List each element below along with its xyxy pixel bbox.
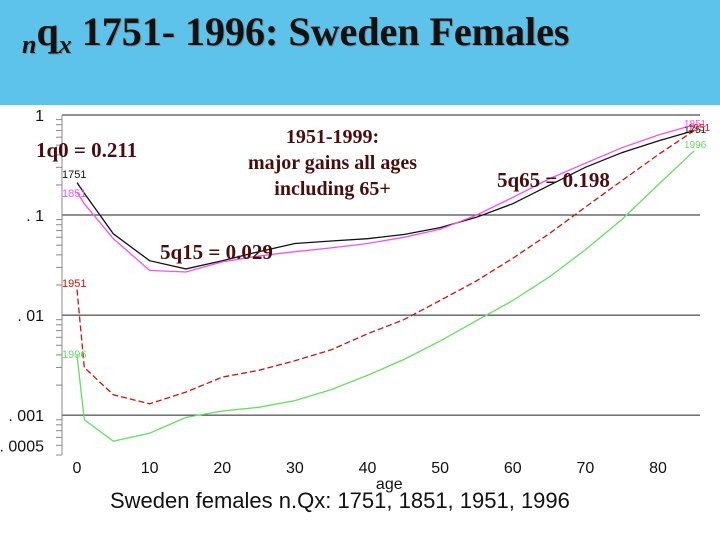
annotation-age65-mortality: 5q65 = 0.198 — [497, 168, 610, 192]
series-line-1751 — [76, 129, 695, 270]
x-tick-label: 70 — [576, 460, 594, 477]
y-tick-label: 1 — [35, 108, 44, 125]
chart-caption: Sweden females n.Qx: 1751, 1851, 1951, 1… — [110, 488, 570, 513]
x-tick-label: 20 — [213, 460, 231, 477]
x-tick-label: 80 — [649, 460, 667, 477]
grid-layer — [62, 114, 700, 416]
annotation-note: 1951-1999: major gains all ages includin… — [220, 124, 445, 202]
x-tick-label: 30 — [286, 460, 304, 477]
x-tick-label: 50 — [431, 460, 449, 477]
y-tick-label: . 1 — [26, 208, 44, 225]
x-tick-label: 60 — [504, 460, 522, 477]
y-tick-label: . 001 — [8, 408, 44, 425]
y-tick-label: . 0005 — [0, 438, 44, 455]
y-tick-label: . 01 — [17, 308, 44, 325]
x-tick-label: 0 — [73, 460, 82, 477]
annotation-age15-mortality: 5q15 = 0.029 — [160, 240, 273, 264]
series-layer — [76, 124, 695, 442]
series-label-right-1851: 1851 — [684, 119, 707, 130]
series-label-right-1751: 1751 — [684, 125, 707, 136]
note-line-3: including 65+ — [274, 178, 391, 200]
annotation-infant-mortality: 1q0 = 0.211 — [36, 138, 138, 162]
title-subscript-x: x — [58, 30, 72, 59]
series-label-right-1951: 1951 — [688, 123, 711, 134]
series-label-right-1996: 1996 — [684, 140, 707, 151]
axis-layer: 1 . 1 . 01 . 001 . 0005 0 10 20 30 40 50 60 70 80 age — [0, 108, 667, 493]
series-label-left-1751: 1751 — [62, 169, 86, 181]
series-label-left-1996: 1996 — [62, 349, 86, 361]
series-line-1996 — [76, 150, 695, 442]
x-axis-label: age — [376, 476, 403, 493]
note-line-2: major gains all ages — [247, 152, 418, 174]
title-banner — [0, 0, 720, 105]
title-subscript-n: n — [22, 30, 37, 59]
series-line-1951 — [76, 129, 695, 405]
title-q: q — [36, 9, 59, 54]
title-text: 1751- 1996: Sweden Females — [71, 9, 570, 54]
x-tick-label: 10 — [141, 460, 159, 477]
series-label-left-1851: 1851 — [62, 188, 86, 200]
series-line-1851 — [76, 124, 695, 273]
x-tick-label: 40 — [359, 460, 377, 477]
series-label-left-1951: 1951 — [62, 278, 86, 290]
note-line-1: 1951-1999: — [285, 126, 380, 148]
page-title: nqx 1751- 1996: Sweden Females — [22, 8, 569, 60]
